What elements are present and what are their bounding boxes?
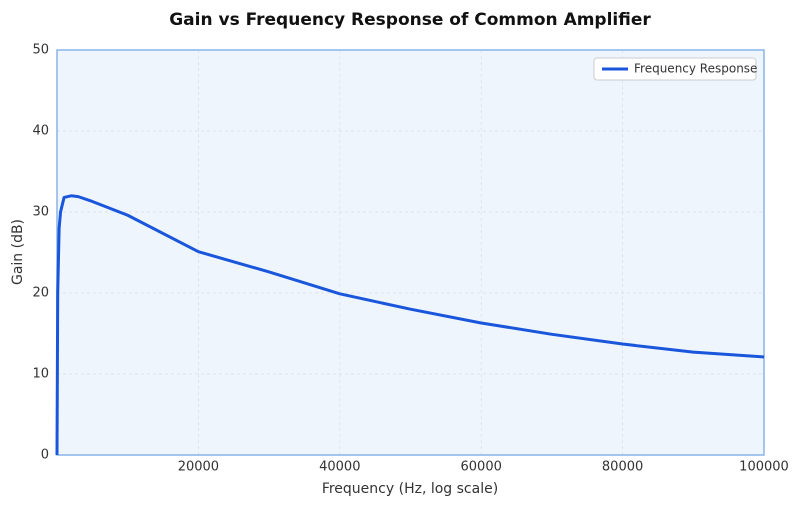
plot-area: [57, 50, 764, 455]
x-tick-label: 40000: [319, 460, 360, 475]
y-tick-label: 20: [32, 286, 49, 301]
legend-label: Frequency Response: [634, 62, 757, 76]
x-tick-label: 60000: [461, 460, 502, 475]
chart-title: Gain vs Frequency Response of Common Amp…: [169, 10, 651, 30]
plot-border: [56, 49, 765, 456]
y-axis-label: Gain (dB): [10, 219, 26, 285]
x-tick-label: 20000: [178, 460, 219, 475]
y-tick-label: 40: [32, 124, 49, 139]
x-axis-label: Frequency (Hz, log scale): [322, 481, 498, 497]
legend-box: [593, 57, 757, 81]
y-tick-label: 10: [32, 367, 49, 382]
y-tick-label: 50: [32, 43, 49, 58]
x-tick-label: 100000: [739, 460, 789, 475]
y-tick-label: 0: [41, 448, 49, 463]
x-tick-label: 80000: [602, 460, 643, 475]
line: [55, 194, 765, 456]
y-tick-label: 30: [32, 205, 49, 220]
